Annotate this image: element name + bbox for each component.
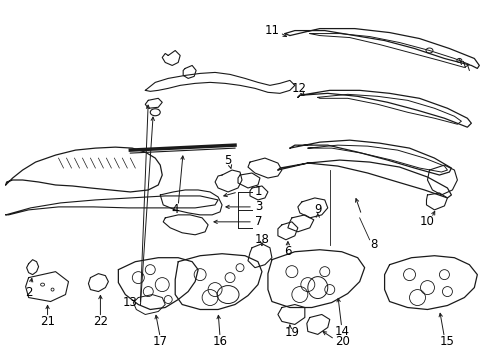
Text: 2: 2 [25,286,32,299]
Text: 5: 5 [224,154,232,167]
Text: 16: 16 [213,335,227,348]
Text: 10: 10 [420,215,435,228]
Text: 14: 14 [334,325,349,338]
Text: 1: 1 [255,185,263,198]
Text: 15: 15 [440,335,455,348]
Text: 21: 21 [40,315,55,328]
Text: 8: 8 [370,238,377,251]
Text: 11: 11 [265,24,280,37]
Text: 19: 19 [284,326,299,339]
Text: 20: 20 [335,335,350,348]
Text: 17: 17 [153,335,168,348]
Text: 6: 6 [284,245,292,258]
Text: 4: 4 [172,203,179,216]
Text: 22: 22 [93,315,108,328]
Text: 13: 13 [122,296,137,309]
Text: 7: 7 [255,215,263,228]
Text: 3: 3 [255,201,262,213]
Text: 12: 12 [292,82,307,95]
Text: 18: 18 [254,233,270,246]
Text: 9: 9 [314,203,321,216]
